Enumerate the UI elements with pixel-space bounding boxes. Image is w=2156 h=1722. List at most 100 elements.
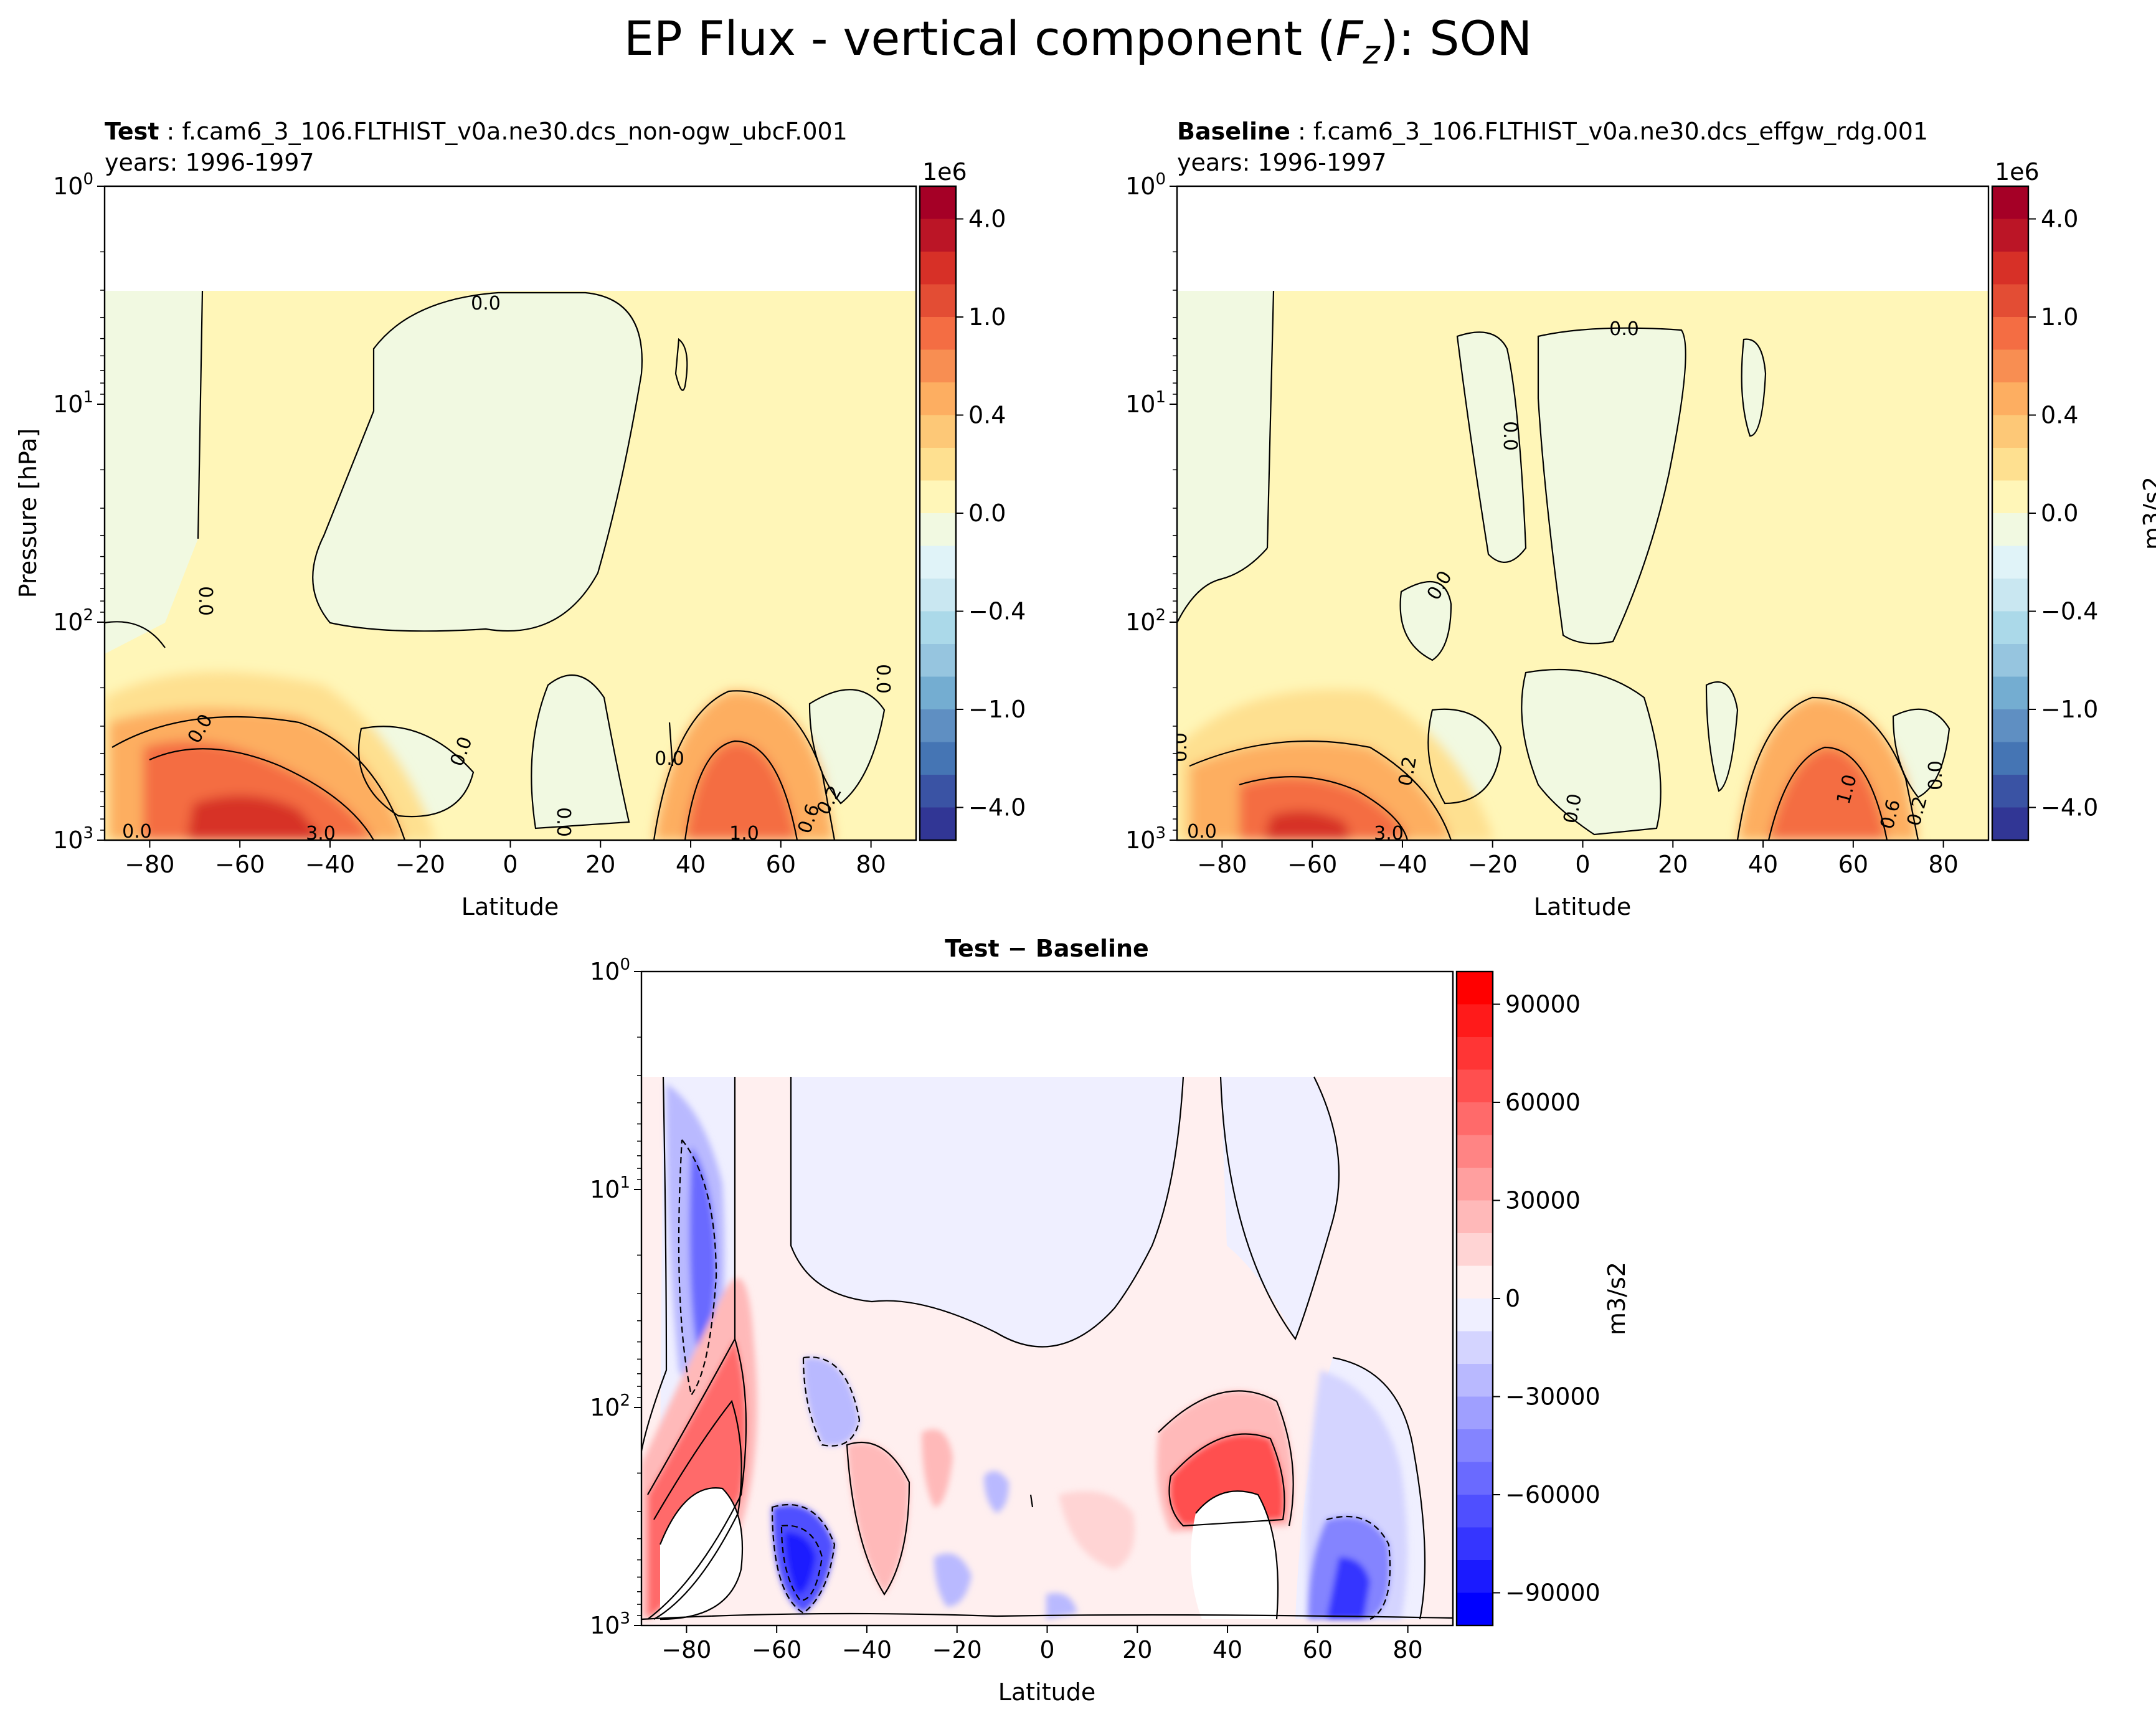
- colorbar-segment: [920, 448, 956, 481]
- x-tick-label: −80: [1197, 851, 1247, 878]
- x-tick-label: −40: [1378, 851, 1427, 878]
- colorbar-segment: [1457, 1102, 1493, 1136]
- colorbar-tick-label: −0.4: [968, 598, 1026, 625]
- colorbar-tick-label: −4.0: [968, 794, 1026, 821]
- colorbar-segment: [920, 186, 956, 220]
- contour-label: 0.0: [471, 293, 501, 315]
- x-tick-label: 80: [856, 851, 886, 878]
- colorbar-tick-label: 30000: [1505, 1187, 1581, 1214]
- colorbar-unit: m3/s2: [2139, 476, 2156, 550]
- colorbar-segment: [920, 317, 956, 351]
- y-tick-label: 103: [1125, 824, 1166, 854]
- panel-test-colorbar: 4.0 1.0 0.4 0.0 −0.4 −1.0 −4.0 1e6: [919, 158, 1026, 841]
- colorbar-segment: [920, 252, 956, 285]
- x-tick-label: −80: [661, 1636, 711, 1663]
- contour-label: 0.0: [1187, 821, 1217, 843]
- colorbar-segment: [920, 219, 956, 252]
- colorbar-segment: [1992, 709, 2028, 743]
- colorbar-tick-label: 4.0: [968, 206, 1006, 233]
- x-tick-label: −20: [932, 1636, 982, 1663]
- colorbar-segment: [1992, 317, 2028, 351]
- colorbar-tick-label: 60000: [1505, 1089, 1581, 1116]
- panel-baseline-axes: −80 −60 −40 −20 0 20 40 60 80 100 101 102 103: [1125, 170, 1959, 878]
- figure-title: EP Flux - vertical component (Fz): SON: [624, 11, 1532, 72]
- contour-label: 3.0: [1374, 823, 1404, 844]
- panel-difference-field: [641, 972, 1453, 1625]
- y-tick-label: 102: [590, 1391, 630, 1421]
- colorbar-segment: [1992, 349, 2028, 383]
- colorbar-tick-label: −0.4: [2041, 598, 2098, 625]
- x-tick-label: −20: [395, 851, 445, 878]
- panel-test-title: Test : f.cam6_3_106.FLTHIST_v0a.ne30.dcs…: [105, 118, 848, 145]
- x-tick-label: 20: [1122, 1636, 1152, 1663]
- colorbar-tick-label: 90000: [1505, 991, 1581, 1018]
- panel-difference-colorbar: 90000 60000 30000 0 −30000 −60000 −90000 m3/s2: [1455, 970, 1630, 1627]
- x-tick-label: 60: [766, 851, 796, 878]
- colorbar-segment: [1457, 1135, 1493, 1168]
- colorbar-segment: [920, 415, 956, 448]
- colorbar-segment: [1457, 1560, 1493, 1594]
- colorbar-segment: [920, 611, 956, 645]
- colorbar-segment: [920, 807, 956, 841]
- colorbar-segment: [920, 775, 956, 808]
- colorbar-tick-label: −4.0: [2041, 794, 2098, 821]
- y-tick-label: 103: [53, 824, 93, 854]
- colorbar-segment: [1992, 448, 2028, 481]
- panel-baseline-title: Baseline : f.cam6_3_106.FLTHIST_v0a.ne30…: [1177, 118, 1928, 145]
- contour-label: 0.2: [1394, 755, 1421, 788]
- colorbar-tick-label: 0.4: [2041, 402, 2078, 429]
- contour-label: 0.0: [552, 807, 574, 837]
- colorbar-segment: [1457, 1069, 1493, 1103]
- y-tick-label: 101: [53, 388, 93, 418]
- colorbar-segment: [920, 480, 956, 514]
- colorbar-tick-label: 0.0: [2041, 499, 2078, 527]
- colorbar-tick-label: 4.0: [2041, 206, 2078, 233]
- y-tick-label: 102: [53, 606, 93, 636]
- contour-label: 0.0: [1499, 421, 1521, 451]
- colorbar-segment: [1457, 1429, 1493, 1463]
- contour-label: 1.0: [729, 823, 759, 844]
- colorbar-segment: [1992, 742, 2028, 775]
- colorbar-tick-label: 0.0: [968, 499, 1006, 527]
- colorbar-segment: [1992, 382, 2028, 416]
- colorbar-segment: [920, 742, 956, 775]
- contour-label: 0.0: [1170, 732, 1191, 762]
- x-tick-label: 40: [676, 851, 706, 878]
- colorbar-segment: [1457, 1364, 1493, 1398]
- colorbar-segment: [1457, 1495, 1493, 1528]
- panel-baseline-subtitle: years: 1996-1997: [1177, 149, 1387, 176]
- x-tick-label: 60: [1838, 851, 1868, 878]
- panel-difference-title: Test − Baseline: [945, 935, 1149, 962]
- colorbar-segment: [1992, 644, 2028, 678]
- contour-label: 0.0: [1925, 760, 1947, 790]
- colorbar-segment: [1457, 1299, 1493, 1332]
- colorbar-segment: [1992, 252, 2028, 285]
- colorbar-segment: [1457, 1200, 1493, 1234]
- x-tick-label: 0: [503, 851, 518, 878]
- panel-test-field: 0.0 0.0 0.0 0.0 0.0 0.0 0.0 0.0 0.2 1.0 …: [105, 186, 916, 844]
- colorbar-segment: [1992, 219, 2028, 252]
- colorbar-tick-label: −60000: [1505, 1481, 1600, 1508]
- colorbar-segment: [920, 579, 956, 612]
- colorbar-segment: [1457, 1037, 1493, 1071]
- x-tick-label: 80: [1392, 1636, 1422, 1663]
- panel-baseline: Baseline : f.cam6_3_106.FLTHIST_v0a.ne30…: [1125, 118, 2156, 920]
- colorbar-segment: [1457, 1233, 1493, 1267]
- colorbar-segment: [1992, 579, 2028, 612]
- colorbar-segment: [1457, 1462, 1493, 1495]
- panel-baseline-colorbar: 4.0 1.0 0.4 0.0 −0.4 −1.0 −4.0 1e6 m3/s2: [1991, 158, 2156, 841]
- colorbar-offset: 1e6: [922, 158, 967, 186]
- colorbar-segment: [1992, 611, 2028, 645]
- x-tick-label: −60: [215, 851, 265, 878]
- colorbar-segment: [1457, 1265, 1493, 1299]
- panel-test-axes: −80 −60 −40 −20 0 20 40 60 80 100 101 102 103: [53, 170, 886, 878]
- colorbar-segment: [1457, 1592, 1493, 1626]
- contour-label: 0.0: [122, 821, 152, 843]
- contour-label: 0.0: [655, 748, 684, 770]
- colorbar-segment: [1457, 1004, 1493, 1038]
- colorbar-segment: [1457, 1396, 1493, 1430]
- x-tick-label: 40: [1748, 851, 1778, 878]
- panel-test: Test : f.cam6_3_106.FLTHIST_v0a.ne30.dcs…: [14, 118, 1026, 920]
- x-tick-label: −80: [125, 851, 174, 878]
- colorbar-segment: [1992, 775, 2028, 808]
